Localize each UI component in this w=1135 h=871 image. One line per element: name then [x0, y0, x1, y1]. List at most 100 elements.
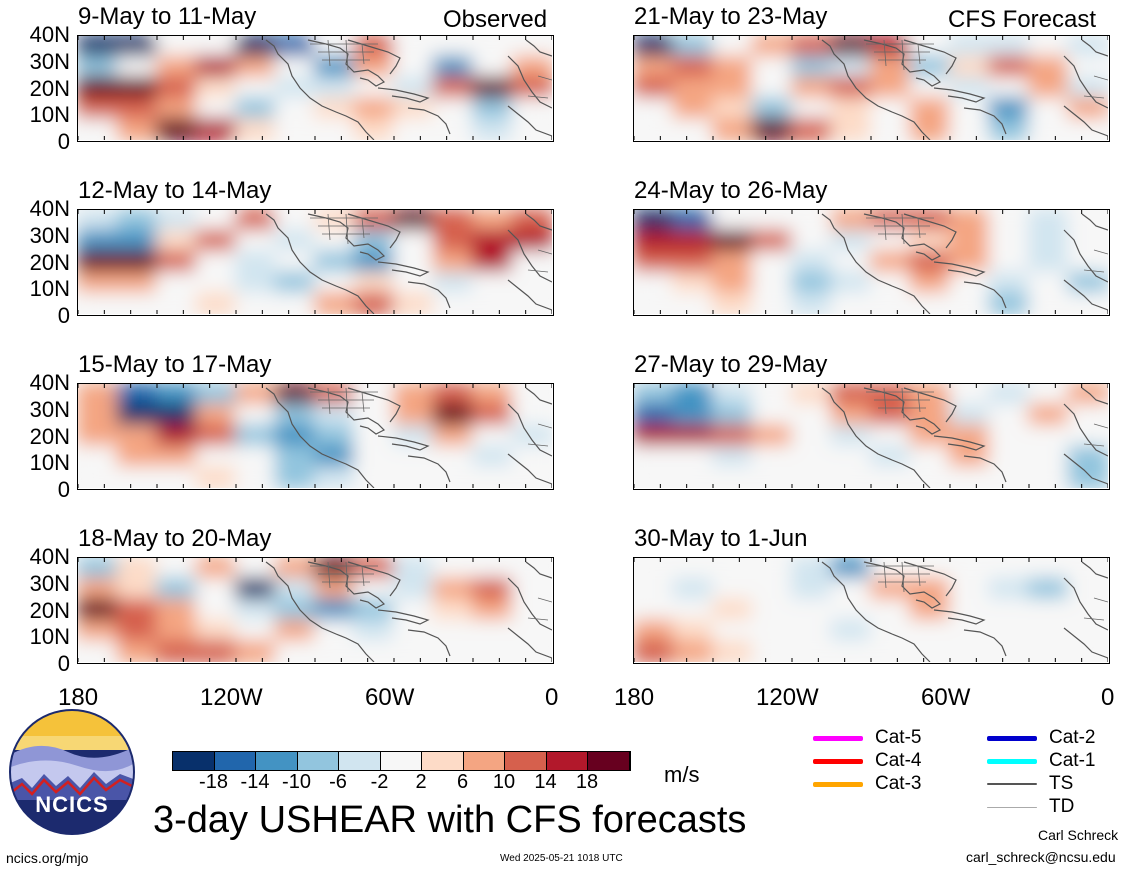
shear-field-cell: [791, 229, 833, 253]
shear-field-cell: [791, 210, 833, 232]
shear-field-cell: [791, 445, 833, 469]
shear-field-cell: [988, 250, 1030, 274]
colorbar-swatch: [546, 752, 588, 770]
coastline: [903, 213, 957, 249]
shear-field-cell: [195, 250, 237, 274]
shear-field-cell: [472, 558, 514, 580]
shear-field-cell: [393, 598, 435, 622]
shear-field-cell: [988, 403, 1030, 427]
ncics-logo: NCICS: [8, 708, 136, 836]
shear-field-cell: [116, 640, 158, 662]
shear-field-cell: [949, 403, 991, 427]
coastline: [963, 455, 1007, 483]
shear-field-cell: [672, 210, 714, 232]
shear-field-cell: [1028, 640, 1070, 662]
shear-field-cell: [751, 55, 793, 79]
coastline: [507, 229, 552, 283]
shear-field-cell: [988, 640, 1030, 662]
border-line: [1083, 95, 1105, 99]
coastline: [407, 107, 451, 135]
coastline: [307, 387, 386, 435]
shear-field-cell: [116, 292, 158, 314]
legend-line-swatch: [813, 758, 863, 764]
shear-field-cell: [988, 619, 1030, 643]
shear-field-cell: [1067, 445, 1108, 469]
border-line: [345, 387, 349, 419]
shear-field-cell: [634, 598, 675, 622]
shear-field-cell: [78, 55, 119, 79]
shear-field-cell: [432, 403, 474, 427]
border-line: [883, 213, 887, 241]
shear-field-cell: [353, 250, 395, 274]
coastline: [1063, 627, 1108, 659]
shear-map-panel: [77, 383, 554, 490]
shear-field-cell: [235, 424, 277, 448]
shear-field-cell: [78, 384, 119, 406]
coastline: [377, 261, 430, 277]
shear-field-cell: [472, 229, 514, 253]
shear-field-cell: [432, 229, 474, 253]
shear-field-cell: [472, 250, 514, 274]
shear-field-cell: [791, 118, 833, 140]
coastline: [933, 435, 986, 451]
shear-field-cell: [672, 97, 714, 121]
shear-field-cell: [712, 384, 754, 406]
shear-field-cell: [274, 558, 316, 580]
shear-field-cell: [235, 577, 277, 601]
shear-field-cell: [1067, 292, 1108, 314]
shear-field-cell: [156, 118, 198, 140]
shear-field-cell: [116, 598, 158, 622]
shear-field-cell: [511, 619, 552, 643]
shear-field-cell: [156, 271, 198, 295]
shear-field-cell: [78, 271, 119, 295]
shear-field-cell: [432, 577, 474, 601]
shear-field-cell: [870, 619, 912, 643]
shear-field-cell: [949, 424, 991, 448]
coastline: [265, 387, 375, 488]
shear-field-cell: [195, 36, 237, 58]
coastline: [821, 387, 931, 488]
shear-field-cell: [393, 384, 435, 406]
coastline: [507, 577, 552, 631]
shear-field-cell: [274, 292, 316, 314]
lat-label: 40N: [29, 370, 70, 395]
lon-label: 60W: [365, 684, 415, 711]
colorbar-swatch: [214, 752, 256, 770]
shear-field-cell: [472, 36, 514, 58]
shear-field-cell: [156, 598, 198, 622]
shear-field-cell: [156, 76, 198, 100]
shear-field-cell: [634, 640, 675, 662]
shear-field-cell: [870, 229, 912, 253]
shear-field-cell: [195, 210, 237, 232]
shear-field-cell: [274, 466, 316, 488]
shear-field-cell: [949, 384, 991, 406]
shear-field-cell: [634, 403, 675, 427]
shear-field-cell: [195, 558, 237, 580]
border-line: [537, 597, 552, 603]
shear-field-cell: [195, 271, 237, 295]
border-line: [901, 561, 905, 593]
shear-field-cell: [830, 118, 872, 140]
shear-field-cell: [116, 250, 158, 274]
shear-field-cell: [751, 619, 793, 643]
colorbar-tick-label: -18: [199, 771, 228, 793]
border-line: [901, 213, 905, 245]
border-line: [361, 217, 365, 239]
shear-field-cell: [235, 55, 277, 79]
shear-field-cell: [1028, 271, 1070, 295]
shear-field-cell: [1067, 619, 1108, 643]
shear-field-cell: [791, 250, 833, 274]
shear-field-cell: [1028, 229, 1070, 253]
coastline: [863, 387, 942, 435]
shear-field-cell: [634, 36, 675, 58]
shear-field-cell: [353, 424, 395, 448]
shear-field-cell: [353, 97, 395, 121]
colorbar-tick-label: -2: [370, 771, 389, 793]
shear-field-cell: [791, 55, 833, 79]
shear-field-cell: [393, 210, 435, 232]
shear-field-cell: [830, 210, 872, 232]
coastline: [821, 39, 931, 140]
shear-field-cell: [1067, 577, 1108, 601]
shear-field-cell: [116, 210, 158, 232]
shear-field-cell: [909, 466, 951, 488]
